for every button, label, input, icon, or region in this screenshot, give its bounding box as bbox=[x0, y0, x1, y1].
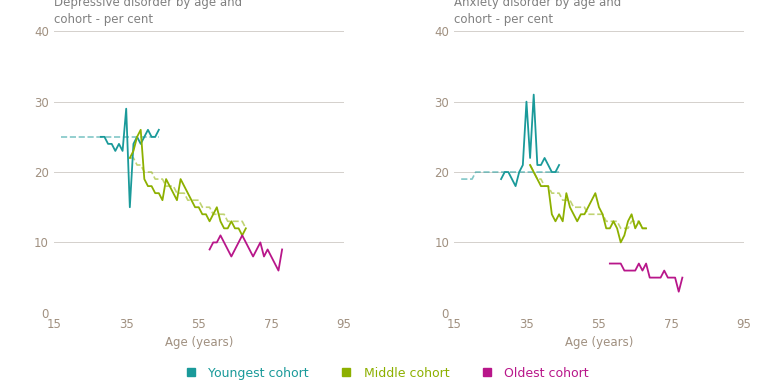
X-axis label: Age (years): Age (years) bbox=[565, 336, 633, 349]
Text: Anxiety disorder by age and
cohort - per cent: Anxiety disorder by age and cohort - per… bbox=[454, 0, 621, 26]
X-axis label: Age (years): Age (years) bbox=[165, 336, 233, 349]
Text: Depressive disorder by age and
cohort - per cent: Depressive disorder by age and cohort - … bbox=[54, 0, 242, 26]
Legend: Youngest cohort, Middle cohort, Oldest cohort: Youngest cohort, Middle cohort, Oldest c… bbox=[173, 362, 594, 385]
